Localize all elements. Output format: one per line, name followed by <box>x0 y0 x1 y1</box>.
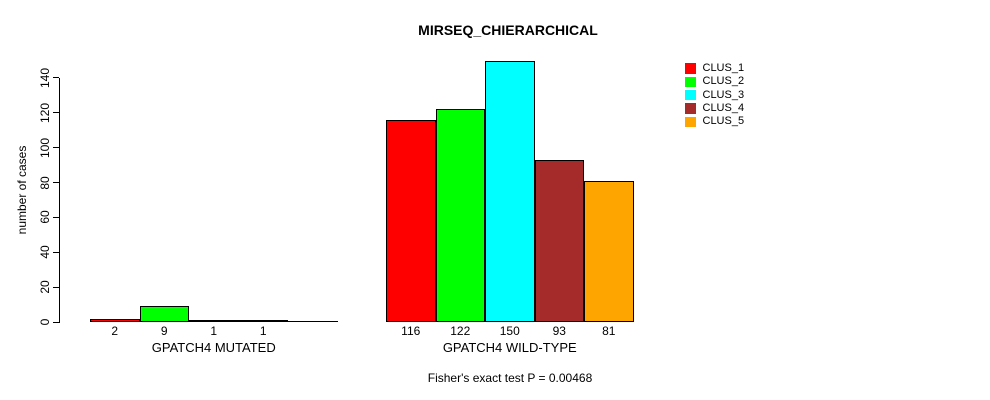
bar-clus_2 <box>139 306 189 322</box>
y-tick-label: 60 <box>38 210 52 225</box>
bar-clus_3 <box>189 320 239 323</box>
bar-clus_2 <box>435 109 485 322</box>
y-tick-label: 80 <box>38 175 52 190</box>
bar-clus_1 <box>386 119 436 322</box>
bar-value-label: 1 <box>210 324 218 338</box>
y-axis-line <box>59 77 60 323</box>
y-tick <box>53 321 59 323</box>
legend-label: CLUS_1 <box>702 62 745 75</box>
bar-clus_5 <box>584 180 634 322</box>
y-tick-label: 120 <box>38 102 52 123</box>
legend-item: CLUS_1 <box>685 62 744 75</box>
y-tick <box>53 112 59 114</box>
y-tick <box>53 216 59 218</box>
bar-value-label: 1 <box>259 324 267 338</box>
y-tick <box>53 147 59 149</box>
bar-value-label: 9 <box>160 324 168 338</box>
x-axis-label-wildtype: GPATCH4 WILD-TYPE <box>442 340 577 355</box>
bar-clus_3 <box>485 60 535 322</box>
legend-swatch-icon <box>685 89 696 101</box>
y-tick <box>53 77 59 79</box>
x-axis-label-mutated: GPATCH4 MUTATED <box>151 340 276 355</box>
y-tick-label: 140 <box>38 67 52 88</box>
legend-item: CLUS_5 <box>685 115 744 128</box>
legend-swatch-icon <box>685 76 696 88</box>
bar-value-label: 150 <box>499 324 520 338</box>
y-tick <box>53 286 59 288</box>
y-tick-label: 0 <box>38 318 52 326</box>
legend-item: CLUS_4 <box>685 102 744 115</box>
legend-label: CLUS_2 <box>702 75 745 88</box>
bar-value-label: 122 <box>450 324 471 338</box>
y-tick-label: 40 <box>38 245 52 259</box>
bar-value-label: 2 <box>111 324 119 338</box>
y-tick <box>53 182 59 184</box>
legend-item: CLUS_3 <box>685 89 744 102</box>
y-tick-label: 100 <box>38 137 52 158</box>
bar-clus_4 <box>534 159 584 322</box>
chart-title: MIRSEQ_CHIERARCHICAL <box>418 22 598 38</box>
annotation-fisher-test: Fisher's exact test P = 0.00468 <box>427 371 593 385</box>
bar-value-label: 81 <box>602 324 616 338</box>
legend: CLUS_1 CLUS_2 CLUS_3 CLUS_4 CLUS_5 <box>685 62 744 128</box>
bar-value-label: 93 <box>552 324 566 338</box>
legend-swatch-icon <box>685 116 696 128</box>
bar-clus_4 <box>238 320 288 323</box>
y-tick <box>53 251 59 253</box>
legend-label: CLUS_3 <box>702 88 745 101</box>
y-tick-label: 20 <box>38 280 52 294</box>
legend-label: CLUS_4 <box>702 102 745 115</box>
legend-swatch-icon <box>685 63 696 74</box>
legend-label: CLUS_5 <box>702 115 745 128</box>
bar-value-label: 116 <box>401 324 421 338</box>
y-axis-label: number of cases <box>15 145 29 235</box>
legend-swatch-icon <box>685 103 696 114</box>
legend-item: CLUS_2 <box>685 75 744 88</box>
bar-clus_1 <box>90 318 140 322</box>
